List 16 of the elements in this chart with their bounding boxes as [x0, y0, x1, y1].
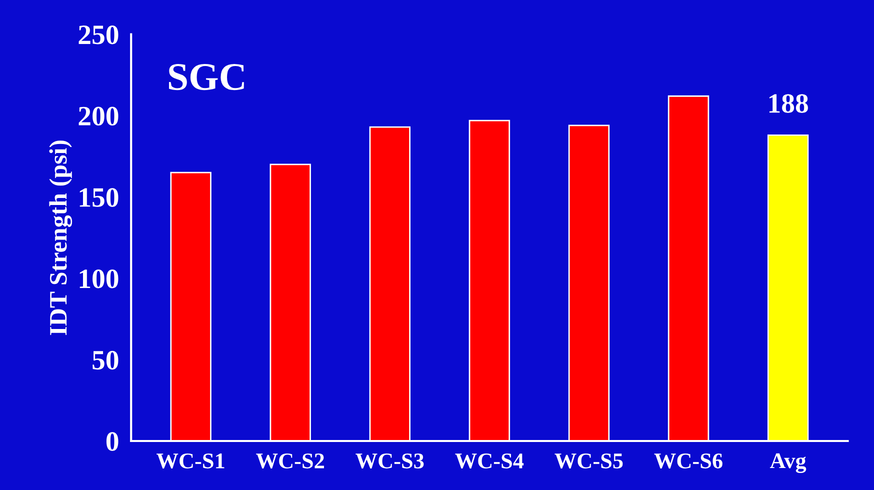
x-tick-label: WC-S4	[455, 454, 524, 469]
y-tick-label: 200	[78, 106, 118, 126]
y-tick-label: 150	[80, 188, 118, 207]
y-axis-title: IDT Strength (psi)	[49, 140, 72, 335]
y-tick-label: 50	[92, 350, 118, 370]
y-tick-label: 250	[78, 25, 118, 44]
x-tick-label: WC-S6	[654, 454, 722, 469]
data-label: 188	[769, 94, 808, 113]
x-tick-label: WC-S3	[356, 454, 424, 469]
y-tick-label: 0	[106, 432, 118, 451]
text: SGC	[169, 64, 244, 90]
y-tick-label: 100	[80, 269, 118, 288]
x-tick-label: WC-S2	[256, 454, 324, 469]
x-tick-label: WC-S5	[554, 454, 623, 469]
x-tick-label: Avg	[770, 453, 806, 473]
x-tick-label: WC-S1	[156, 454, 224, 469]
